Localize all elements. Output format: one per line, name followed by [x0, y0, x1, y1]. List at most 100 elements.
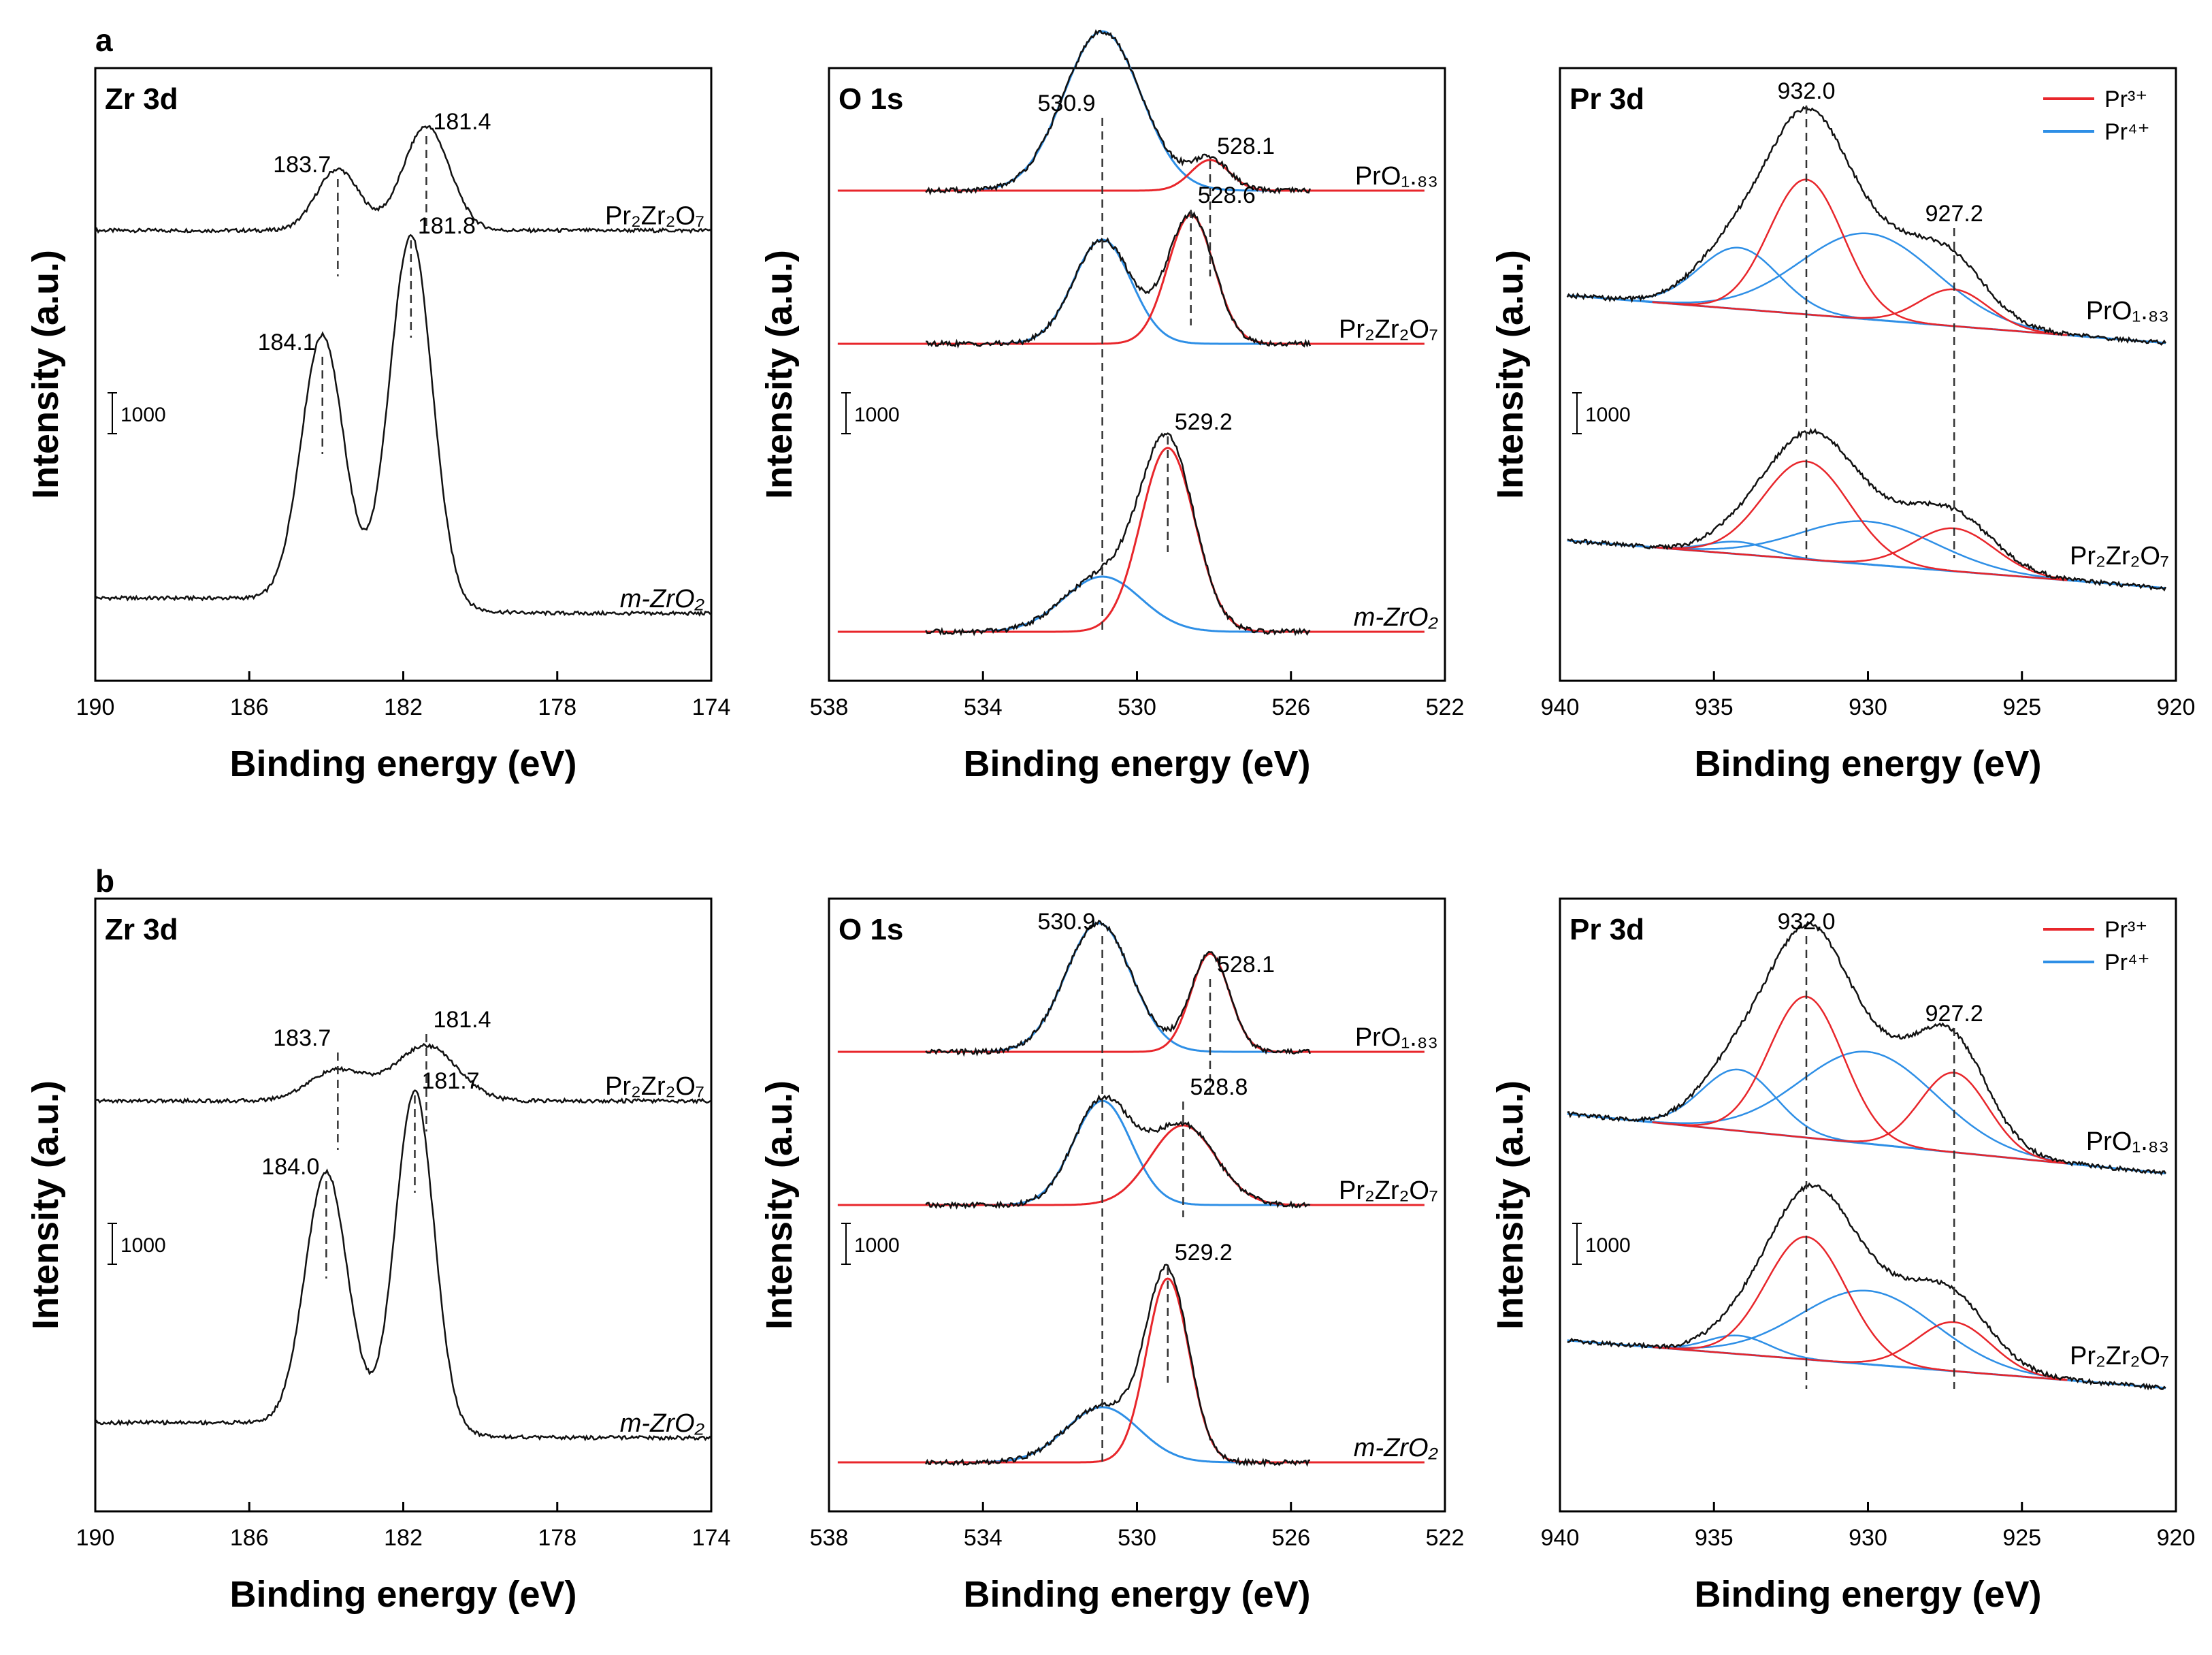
spectrum-line — [925, 432, 1311, 637]
fit-component-blue — [1638, 232, 2053, 333]
series-PrO1.83: PrO₁.₈₃ — [837, 919, 1438, 1057]
chart-b-2: 538 534 530 526 522 Binding energy (eV) Intens… — [759, 897, 1465, 1615]
x-tick-label: 534 — [964, 1525, 1003, 1551]
peak-label: 181.8 — [418, 213, 476, 239]
fit-component-red — [837, 159, 1425, 192]
panel-title: Zr 3d — [105, 82, 178, 116]
x-tick-label: 174 — [692, 1525, 731, 1551]
x-tick-label: 930 — [1849, 1525, 1887, 1551]
x-tick-label: 526 — [1271, 1525, 1310, 1551]
spectrum-line — [1566, 105, 2166, 346]
scale-bar-label: 1000 — [854, 1234, 900, 1257]
peak-label: 184.0 — [261, 1154, 319, 1180]
curve-label-Pr2Zr2O7: Pr₂Zr₂O₇ — [1339, 1176, 1438, 1205]
x-tick-label: 190 — [76, 694, 115, 720]
fit-component-red — [1652, 1236, 2068, 1381]
fit-component-blue — [837, 922, 1425, 1053]
fit-component-red — [837, 447, 1425, 633]
fit-component-blue — [1638, 1289, 2053, 1379]
panel-title: Pr 3d — [1569, 913, 1644, 946]
x-axis-label: Binding energy (eV) — [963, 1574, 1310, 1615]
fit-component-blue — [1638, 1050, 2053, 1161]
y-axis-label: Intensity (a.u.) — [25, 250, 66, 499]
fit-component-blue — [1638, 520, 2053, 579]
x-axis-label: Binding energy (eV) — [963, 743, 1310, 784]
spectrum-line — [94, 234, 712, 617]
curve-label-PrO1.83: PrO₁.₈₃ — [2086, 297, 2169, 325]
plot-frame — [828, 67, 1446, 682]
curve-label-m-ZrO2: m-ZrO₂ — [1354, 1434, 1439, 1462]
peak-label: 529.2 — [1175, 409, 1233, 435]
row-letter-a: a — [95, 22, 113, 58]
curve-label-Pr2Zr2O7: Pr₂Zr₂O₇ — [605, 1072, 704, 1101]
plot-frame — [94, 67, 713, 682]
curve-label-Pr2Zr2O7: Pr₂Zr₂O₇ — [1339, 315, 1438, 344]
series-m-ZrO2: m-ZrO₂ — [94, 234, 712, 617]
legend-label: Pr⁴⁺ — [2104, 119, 2150, 145]
fit-component-blue — [837, 575, 1425, 633]
series-Pr2Zr2O7: Pr₂Zr₂O₇ — [1567, 1182, 2169, 1391]
fit-component-red — [1652, 288, 2068, 336]
x-tick-label: 186 — [230, 1525, 269, 1551]
x-tick-label: 182 — [384, 1525, 423, 1551]
x-tick-label: 186 — [230, 694, 269, 720]
x-tick-label: 522 — [1426, 1525, 1465, 1551]
x-tick-label: 530 — [1118, 1525, 1156, 1551]
chart-b-3: 940 935 930 925 920 Binding energy (eV) Intens… — [1490, 897, 2196, 1615]
panel-title: Zr 3d — [105, 913, 178, 946]
fit-component-blue — [1638, 246, 2053, 335]
peak-label: 530.9 — [1038, 909, 1096, 935]
spectrum-line — [94, 125, 712, 234]
fit-component-red — [1652, 527, 2068, 581]
scale-bar-label: 1000 — [854, 404, 900, 426]
plot-frame — [1559, 897, 2177, 1513]
chart-a-1: 190 186 182 178 174 Binding energy (eV) Intens… — [25, 67, 730, 784]
peak-label: 528.6 — [1198, 182, 1256, 208]
plot-frame — [94, 897, 713, 1513]
plot-frame — [1559, 67, 2177, 682]
peak-label: 529.2 — [1175, 1240, 1233, 1266]
peak-label: 528.1 — [1217, 133, 1275, 159]
x-tick-label: 925 — [2002, 1525, 2041, 1551]
row-letter-b: b — [95, 863, 114, 899]
peak-label: 927.2 — [1925, 201, 1983, 227]
peak-label: 181.4 — [433, 109, 491, 135]
x-tick-label: 940 — [1541, 694, 1580, 720]
x-tick-label: 920 — [2157, 1525, 2196, 1551]
curve-label-m-ZrO2: m-ZrO₂ — [620, 585, 705, 613]
fit-component-red — [837, 952, 1425, 1053]
peak-label: 528.8 — [1190, 1074, 1248, 1100]
x-axis-label: Binding energy (eV) — [1694, 1574, 2041, 1615]
legend-label: Pr⁴⁺ — [2104, 950, 2150, 976]
x-tick-label: 178 — [538, 1525, 576, 1551]
scale-bar-label: 1000 — [1585, 1234, 1631, 1257]
x-tick-label: 925 — [2002, 694, 2041, 720]
peak-label: 183.7 — [273, 1025, 331, 1051]
spectrum-line — [925, 1264, 1311, 1468]
x-tick-label: 935 — [1695, 694, 1734, 720]
curve-label-Pr2Zr2O7: Pr₂Zr₂O₇ — [2070, 542, 2169, 571]
peak-label: 528.1 — [1217, 952, 1275, 978]
series-m-ZrO2: m-ZrO₂ — [837, 1264, 1439, 1468]
series-PrO1.83: PrO₁.₈₃ — [1567, 920, 2169, 1176]
fit-component-blue — [1638, 1334, 2053, 1380]
series-Pr2Zr2O7: Pr₂Zr₂O₇ — [94, 125, 712, 234]
series-Pr2Zr2O7: Pr₂Zr₂O₇ — [837, 211, 1438, 349]
fit-component-red — [1652, 178, 2068, 336]
series-PrO1.83: PrO₁.₈₃ — [1566, 105, 2169, 346]
curve-label-m-ZrO2: m-ZrO₂ — [1354, 603, 1439, 632]
x-axis-label: Binding energy (eV) — [229, 743, 576, 784]
y-axis-label: Intensity (a.u.) — [759, 250, 800, 499]
scale-bar-label: 1000 — [120, 404, 166, 426]
panel-title: O 1s — [839, 913, 903, 946]
curve-label-PrO1.83: PrO₁.₈₃ — [1355, 1023, 1438, 1052]
peak-label: 181.4 — [433, 1007, 491, 1033]
legend-label: Pr³⁺ — [2104, 917, 2147, 943]
fit-component-red — [1652, 1072, 2068, 1164]
spectrum-line — [925, 211, 1311, 349]
fit-component-blue — [837, 1099, 1425, 1206]
peak-label: 932.0 — [1777, 909, 1835, 935]
fit-component-red — [1652, 460, 2068, 581]
y-axis-label: Intensity (a.u.) — [25, 1080, 66, 1330]
